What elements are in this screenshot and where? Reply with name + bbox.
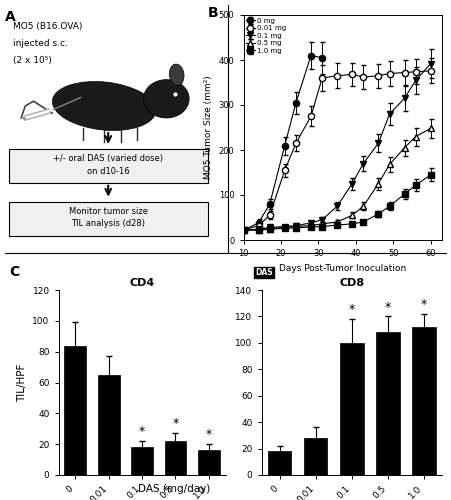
Text: DAS (mg/day): DAS (mg/day) [138,484,210,494]
Title: CD4: CD4 [129,278,155,288]
Text: (2 x 10⁵): (2 x 10⁵) [13,56,52,64]
Text: B: B [208,6,218,20]
Text: *: * [385,301,391,314]
Bar [131,447,153,475]
Title: CD8: CD8 [339,278,364,288]
FancyBboxPatch shape [9,149,208,183]
Text: *: * [206,428,212,441]
Y-axis label: MO5 Tumor Size (mm²): MO5 Tumor Size (mm²) [204,76,213,180]
Text: DAS: DAS [255,268,273,277]
Text: *: * [421,298,427,311]
Text: *: * [172,418,179,430]
Text: *: * [349,304,355,316]
Bar [412,327,436,475]
Text: injected s.c.: injected s.c. [13,39,68,48]
Bar [98,375,120,475]
Text: A: A [5,10,15,24]
Text: C: C [9,265,19,279]
FancyBboxPatch shape [9,202,208,235]
Bar [198,450,220,475]
Y-axis label: TIL/HPF: TIL/HPF [17,364,27,402]
Bar [376,332,400,475]
Ellipse shape [170,64,184,86]
Bar [268,451,291,475]
Bar [340,343,364,475]
Text: +/- oral DAS (varied dose)
on d10-16: +/- oral DAS (varied dose) on d10-16 [53,154,163,176]
Bar [165,441,186,475]
Bar [64,346,86,475]
Ellipse shape [143,80,189,118]
Text: Monitor tumor size
TIL analysis (d28): Monitor tumor size TIL analysis (d28) [69,207,148,229]
Legend: 0 mg, 0.01 mg, 0.1 mg, 0.5 mg, 1.0 mg: 0 mg, 0.01 mg, 0.1 mg, 0.5 mg, 1.0 mg [246,17,286,54]
Text: *: * [139,425,145,438]
Bar [304,438,327,475]
X-axis label: Days Post-Tumor Inoculation: Days Post-Tumor Inoculation [279,264,406,272]
Text: MO5 (B16.OVA): MO5 (B16.OVA) [13,22,82,31]
Ellipse shape [52,82,156,130]
